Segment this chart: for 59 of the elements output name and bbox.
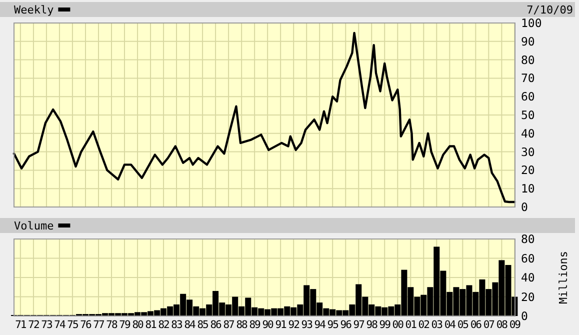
x-tick-label: 92 <box>288 319 300 331</box>
y-tick-label: 80 <box>521 232 535 246</box>
x-tick-label: 85 <box>197 319 209 331</box>
x-tick-label: 84 <box>184 319 196 331</box>
text: 7/10/09 <box>526 4 573 16</box>
legend-label: Volume <box>14 220 54 232</box>
x-tick-label: 90 <box>262 319 274 331</box>
x-tick-label: 05 <box>457 319 469 331</box>
y-tick-label: 60 <box>521 90 535 104</box>
x-tick-label: 03 <box>431 319 443 331</box>
y-tick-label: 0 <box>521 200 528 214</box>
y-tick-label: 30 <box>521 144 535 159</box>
x-tick-label: 07 <box>483 319 495 331</box>
y-tick-label: 40 <box>521 126 535 140</box>
x-tick-label: 83 <box>171 319 183 331</box>
x-tick-label: 97 <box>353 319 365 331</box>
x-tick-label: 88 <box>236 319 248 331</box>
x-tick-label: 02 <box>418 319 430 331</box>
x-tick-label: 89 <box>249 319 261 331</box>
y-tick-label: 70 <box>521 71 535 86</box>
y-tick-label: 0 <box>521 309 528 323</box>
x-tick-label: 06 <box>470 319 482 331</box>
y-tick-label: 100 <box>521 16 542 30</box>
x-tick-label: 82 <box>158 319 170 331</box>
x-tick-label: 01 <box>405 319 417 331</box>
x-tick-label: 81 <box>145 319 157 331</box>
x-tick-label: 04 <box>444 319 456 331</box>
x-tick-label: 71 <box>15 319 26 331</box>
x-tick-label: 94 <box>314 319 326 331</box>
y-tick-label: 80 <box>521 52 535 67</box>
x-tick-label: 79 <box>119 319 130 331</box>
x-tick-label: 96 <box>340 319 352 331</box>
x-tick-label: 91 <box>275 319 287 331</box>
x-tick-label: 72 <box>28 319 40 331</box>
y-tick-label: 20 <box>521 163 535 178</box>
y-tick-label: 20 <box>521 290 535 304</box>
x-tick-label: 80 <box>132 319 144 331</box>
x-tick-label: 93 <box>301 319 313 331</box>
x-tick-label: 77 <box>93 319 104 331</box>
x-tick-label: 78 <box>106 319 118 331</box>
x-tick-label: 87 <box>223 319 235 331</box>
x-tick-label: 73 <box>41 319 52 331</box>
y-tick-label: 40 <box>521 270 535 284</box>
x-tick-label: 74 <box>54 319 66 331</box>
x-tick-label: 75 <box>67 319 78 331</box>
x-tick-label: 00 <box>392 319 404 331</box>
y-tick-label: 60 <box>521 251 535 266</box>
x-tick-label: 99 <box>379 319 391 331</box>
y-tick-label: 10 <box>521 182 535 196</box>
x-tick-label: 86 <box>210 319 222 331</box>
x-tick-label: 95 <box>327 319 339 331</box>
y-axis-title: Millions <box>557 251 570 304</box>
x-tick-label: 08 <box>496 319 508 331</box>
y-tick-label: 90 <box>521 34 535 48</box>
x-tick-label: 98 <box>366 319 378 331</box>
legend-label: Weekly <box>14 4 54 16</box>
y-tick-label: 50 <box>521 108 535 122</box>
x-tick-label: 09 <box>509 319 521 331</box>
x-tick-label: 76 <box>80 319 92 331</box>
